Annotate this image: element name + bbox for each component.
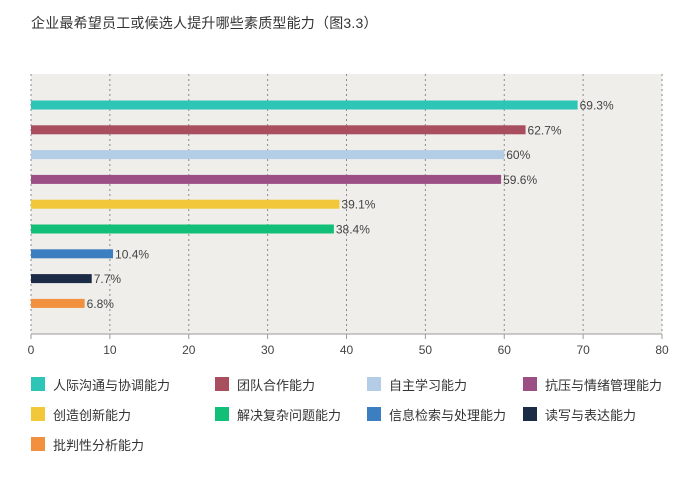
x-tick-label: 60 <box>498 343 512 357</box>
legend-label: 批判性分析能力 <box>53 437 145 453</box>
legend-label: 读写与表达能力 <box>545 407 637 423</box>
legend-item: 人际沟通与协调能力 <box>31 374 215 394</box>
legend-swatch <box>215 377 229 391</box>
legend-swatch <box>31 377 45 391</box>
x-tick-label: 50 <box>419 343 433 357</box>
x-tick-label: 10 <box>103 343 117 357</box>
value-labels: 69.3% 62.7% 60% 59.6% 39.1% 38.4% 10.4% 7.7% 6.8… <box>87 99 614 311</box>
legend-swatch <box>523 407 537 421</box>
legend-label: 团队合作能力 <box>237 377 316 393</box>
bar <box>31 150 505 160</box>
legend-item: 信息检索与处理能力 <box>367 404 523 424</box>
legend-item: 批判性分析能力 <box>31 434 215 454</box>
legend-label: 解决复杂问题能力 <box>237 407 342 423</box>
bar <box>31 298 85 308</box>
bar <box>31 100 578 110</box>
bar <box>31 224 334 234</box>
bars <box>31 100 578 308</box>
legend-label: 自主学习能力 <box>389 377 468 393</box>
bar <box>31 199 340 209</box>
bar-chart: 69.3% 62.7% 60% 59.6% 39.1% 38.4% 10.4% 7.7% 6.8… <box>28 74 669 357</box>
legend-label: 创造创新能力 <box>53 407 132 423</box>
legend-swatch <box>31 407 45 421</box>
bar-value-label: 6.8% <box>87 297 115 311</box>
bar-value-label: 59.6% <box>503 173 537 187</box>
legend-item: 自主学习能力 <box>367 374 523 394</box>
legend-label: 信息检索与处理能力 <box>389 407 507 423</box>
bar-value-label: 38.4% <box>336 223 370 237</box>
bar <box>31 249 114 259</box>
legend-item: 创造创新能力 <box>31 404 215 424</box>
bar <box>31 274 92 284</box>
chart-title: 企业最希望员工或候选人提升哪些素质型能力（图3.3） <box>31 15 378 31</box>
x-tick-label: 30 <box>261 343 275 357</box>
legend-label: 人际沟通与协调能力 <box>53 377 171 393</box>
legend-item: 解决复杂问题能力 <box>215 404 367 424</box>
bar-value-label: 69.3% <box>580 99 614 113</box>
legend-swatch <box>31 437 45 451</box>
legend-swatch <box>523 377 537 391</box>
legend-swatch <box>215 407 229 421</box>
legend-label: 抗压与情绪管理能力 <box>545 377 663 393</box>
bar-value-label: 60% <box>506 148 530 162</box>
legend-item: 抗压与情绪管理能力 <box>523 374 681 394</box>
bar-value-label: 62.7% <box>528 123 562 137</box>
legend-item: 读写与表达能力 <box>523 404 681 424</box>
bar-value-label: 7.7% <box>94 272 122 286</box>
x-tick-label: 80 <box>655 343 669 357</box>
x-axis-ticks: 0 10 20 30 40 50 60 70 80 <box>28 334 669 357</box>
x-tick-label: 70 <box>576 343 590 357</box>
legend-item: 团队合作能力 <box>215 374 367 394</box>
bar <box>31 174 502 184</box>
bar-value-label: 10.4% <box>115 247 149 261</box>
x-tick-label: 0 <box>28 343 35 357</box>
bar <box>31 125 526 135</box>
legend-swatch <box>367 407 381 421</box>
legend: 人际沟通与协调能力 团队合作能力 自主学习能力 抗压与情绪管理能力创造创新能力 解决复杂… <box>31 374 681 454</box>
bar-value-label: 39.1% <box>341 198 375 212</box>
x-tick-label: 20 <box>182 343 196 357</box>
x-tick-label: 40 <box>340 343 354 357</box>
legend-swatch <box>367 377 381 391</box>
